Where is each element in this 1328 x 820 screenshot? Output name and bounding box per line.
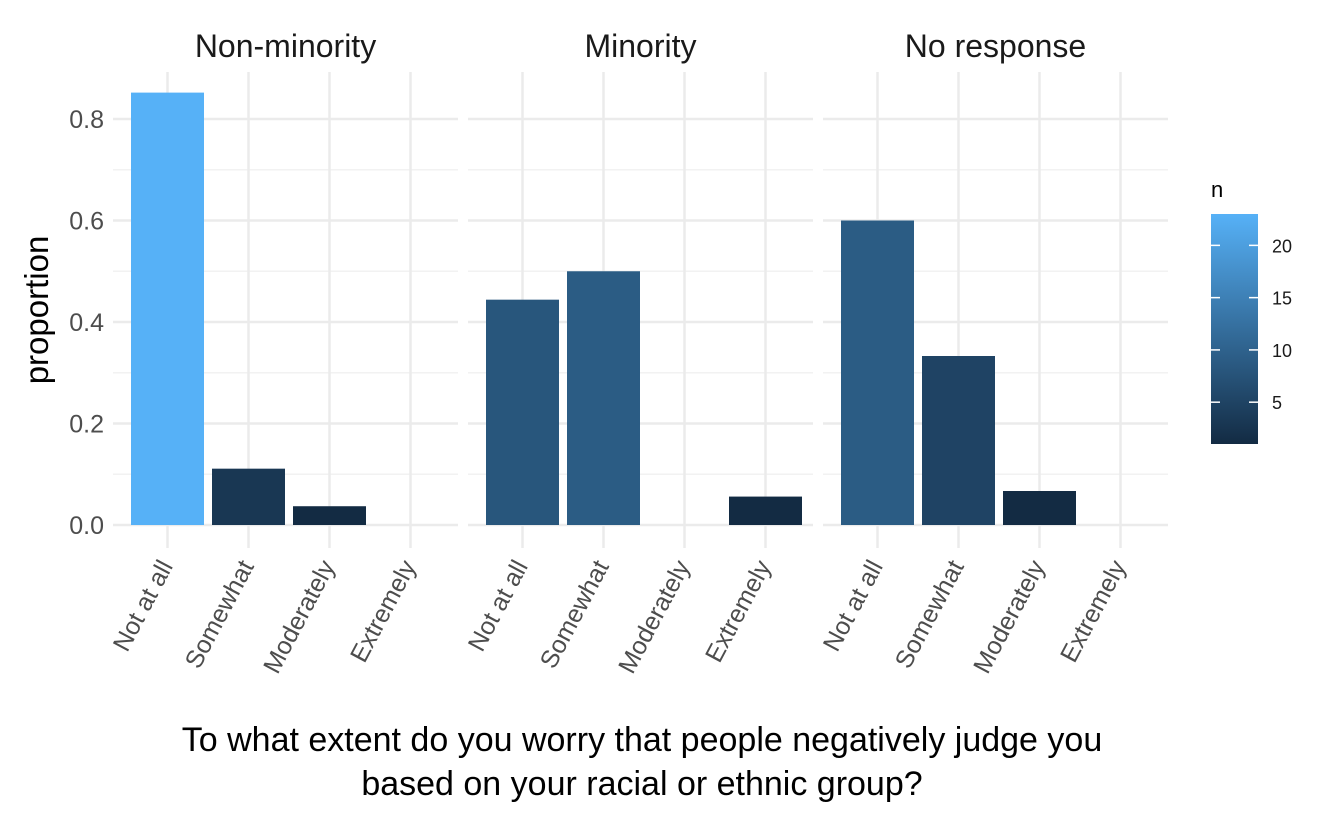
facet-title: Minority bbox=[584, 28, 696, 64]
bar bbox=[212, 468, 285, 525]
bar bbox=[729, 496, 802, 525]
x-tick-label: Somewhat bbox=[535, 556, 615, 673]
x-tick-label: Not at all bbox=[463, 556, 534, 656]
y-tick-label: 0.4 bbox=[69, 309, 104, 337]
legend-title: n bbox=[1211, 177, 1223, 202]
bar bbox=[922, 356, 995, 525]
x-tick-label: Extremely bbox=[1055, 555, 1132, 667]
facet-title: No response bbox=[905, 28, 1086, 64]
bar bbox=[1003, 490, 1076, 525]
legend-ticks: 5 10 15 20 bbox=[1211, 236, 1292, 413]
legend-tick-label: 10 bbox=[1272, 341, 1292, 361]
legend: n 5 10 15 20 bbox=[1211, 177, 1292, 444]
bar bbox=[486, 299, 559, 525]
facet-title: Non-minority bbox=[195, 28, 376, 64]
legend-colorbar bbox=[1211, 214, 1258, 444]
x-axis-label-line-2: based on your racial or ethnic group? bbox=[361, 765, 922, 803]
bar bbox=[567, 271, 640, 525]
legend-tick-label: 5 bbox=[1272, 393, 1282, 413]
legend-tick-label: 20 bbox=[1272, 236, 1292, 256]
bar bbox=[841, 220, 914, 525]
x-tick-label: Moderately bbox=[968, 555, 1051, 678]
y-tick-label: 0.8 bbox=[69, 106, 104, 134]
x-axis-label-line-1: To what extent do you worry that people … bbox=[182, 721, 1102, 759]
x-tick-label: Extremely bbox=[700, 555, 777, 667]
x-tick-label: Not at all bbox=[818, 556, 889, 656]
y-tick-label: 0.6 bbox=[69, 208, 104, 236]
y-tick-label: 0.0 bbox=[69, 512, 104, 540]
y-tick-label: 0.2 bbox=[69, 411, 104, 439]
y-axis-label: proportion bbox=[18, 236, 55, 385]
bar bbox=[131, 92, 204, 526]
x-tick-label: Not at all bbox=[108, 556, 179, 656]
x-tick-label: Somewhat bbox=[180, 556, 260, 673]
x-tick-label: Somewhat bbox=[890, 556, 970, 673]
x-tick-label: Moderately bbox=[613, 555, 696, 678]
bar bbox=[293, 506, 366, 525]
bar-layer bbox=[131, 92, 1076, 526]
x-tick-label: Extremely bbox=[345, 555, 422, 667]
x-tick-label: Moderately bbox=[258, 555, 341, 678]
legend-tick-label: 15 bbox=[1272, 289, 1292, 309]
